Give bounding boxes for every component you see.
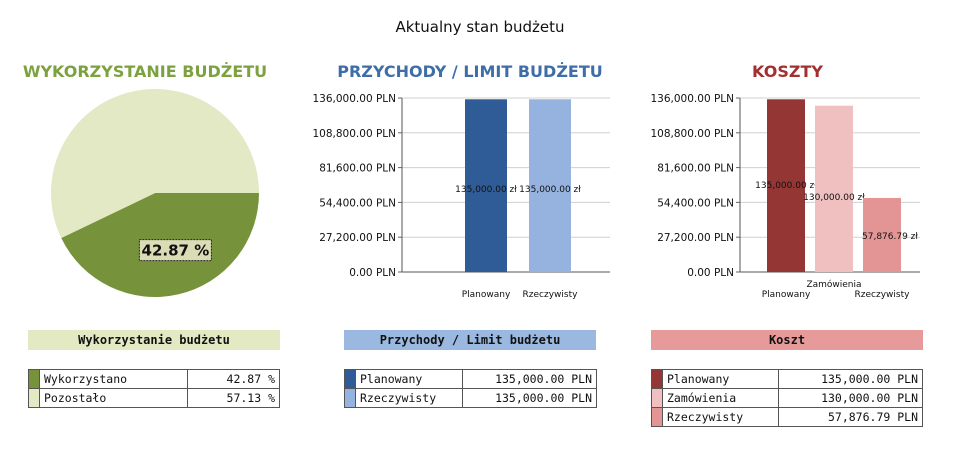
y-tick-label: 108,800.00 PLN bbox=[313, 128, 397, 140]
x-category-label: Rzeczywisty bbox=[523, 290, 579, 300]
legend-row: Wykorzystano 42.87 % bbox=[28, 369, 281, 389]
usage-panel-title: WYKORZYSTANIE BUDŻETU bbox=[22, 62, 268, 81]
legend-swatch bbox=[651, 388, 663, 408]
revenue-band: Przychody / Limit budżetu bbox=[344, 330, 596, 350]
bar-planowany bbox=[767, 99, 805, 272]
legend-swatch bbox=[344, 369, 356, 389]
usage-legend-table: Wykorzystano 42.87 % Pozostało 57.13 % bbox=[28, 369, 281, 408]
legend-label: Rzeczywisty bbox=[662, 407, 779, 427]
y-tick-label: 136,000.00 PLN bbox=[651, 93, 735, 105]
legend-swatch bbox=[28, 388, 40, 408]
svg-text:42.87 %: 42.87 % bbox=[142, 242, 210, 260]
legend-row: Rzeczywisty 57,876.79 PLN bbox=[651, 407, 924, 427]
legend-value: 135,000.00 PLN bbox=[462, 369, 597, 389]
legend-label: Wykorzystano bbox=[39, 369, 188, 389]
y-tick-label: 0.00 PLN bbox=[349, 267, 396, 279]
bar-data-label: 135,000.00 zł bbox=[519, 185, 581, 195]
legend-row: Pozostało 57.13 % bbox=[28, 388, 281, 408]
y-tick-label: 136,000.00 PLN bbox=[313, 93, 397, 105]
legend-value: 57.13 % bbox=[186, 388, 281, 408]
bar-rzeczywisty bbox=[529, 99, 571, 272]
legend-label: Pozostało bbox=[39, 388, 188, 408]
costs-legend-table: Planowany 135,000.00 PLN Zamówienia 130,000… bbox=[651, 369, 924, 427]
costs-panel-title: KOSZTY bbox=[752, 62, 823, 81]
y-tick-label: 81,600.00 PLN bbox=[657, 163, 734, 175]
legend-value: 130,000.00 PLN bbox=[777, 388, 924, 408]
page-title: Aktualny stan budżetu bbox=[395, 18, 565, 36]
bar-data-label: 135,000.00 zł bbox=[755, 181, 817, 191]
bar-data-label: 130,000.00 zł bbox=[803, 193, 865, 203]
legend-label: Planowany bbox=[662, 369, 779, 389]
costs-bar-chart: 0.00 PLN 27,200.00 PLN 54,400.00 PLN 81,600… bbox=[651, 93, 920, 300]
bar-rzeczywisty bbox=[863, 197, 901, 272]
y-tick-label: 27,200.00 PLN bbox=[319, 232, 396, 244]
y-tick-label: 54,400.00 PLN bbox=[319, 197, 396, 209]
x-category-label: Rzeczywisty bbox=[855, 290, 911, 300]
x-category-label: Planowany bbox=[462, 290, 511, 300]
legend-label: Rzeczywisty bbox=[354, 388, 464, 408]
revenue-bar-chart: 0.00 PLN 27,200.00 PLN 54,400.00 PLN 81,600… bbox=[313, 93, 610, 300]
y-tick-label: 54,400.00 PLN bbox=[657, 197, 734, 209]
y-tick-label: 108,800.00 PLN bbox=[651, 128, 735, 140]
legend-swatch bbox=[344, 388, 356, 408]
usage-pie-chart: 42.87 % bbox=[51, 89, 259, 297]
pie-slice-remaining bbox=[51, 89, 259, 239]
legend-value: 135,000.00 PLN bbox=[777, 369, 924, 389]
legend-row: Zamówienia 130,000.00 PLN bbox=[651, 388, 924, 408]
revenue-legend-table: Planowany 135,000.00 PLN Rzeczywisty 135,00… bbox=[344, 369, 597, 408]
legend-value: 135,000.00 PLN bbox=[462, 388, 597, 408]
legend-value: 57,876.79 PLN bbox=[777, 407, 924, 427]
bar-zamówienia bbox=[815, 105, 853, 272]
legend-swatch bbox=[28, 369, 40, 389]
x-category-label: Zamówienia bbox=[806, 279, 861, 290]
x-category-label: Planowany bbox=[762, 290, 811, 300]
y-tick-label: 0.00 PLN bbox=[687, 267, 734, 279]
legend-swatch bbox=[651, 407, 663, 427]
y-tick-label: 27,200.00 PLN bbox=[657, 232, 734, 244]
bar-planowany bbox=[465, 99, 507, 272]
legend-label: Planowany bbox=[354, 369, 464, 389]
usage-band: Wykorzystanie budżetu bbox=[28, 330, 280, 350]
bar-data-label: 135,000.00 zł bbox=[455, 185, 517, 195]
y-tick-label: 81,600.00 PLN bbox=[319, 163, 396, 175]
legend-value: 42.87 % bbox=[186, 369, 281, 389]
legend-row: Planowany 135,000.00 PLN bbox=[344, 369, 597, 389]
legend-row: Planowany 135,000.00 PLN bbox=[651, 369, 924, 389]
legend-label: Zamówienia bbox=[662, 388, 779, 408]
pie-data-label: 42.87 % bbox=[138, 239, 212, 262]
costs-band: Koszt bbox=[651, 330, 923, 350]
legend-swatch bbox=[651, 369, 663, 389]
revenue-panel-title: PRZYCHODY / LIMIT BUDŻETU bbox=[337, 62, 603, 81]
legend-row: Rzeczywisty 135,000.00 PLN bbox=[344, 388, 597, 408]
bar-data-label: 57,876.79 zł bbox=[862, 232, 918, 242]
